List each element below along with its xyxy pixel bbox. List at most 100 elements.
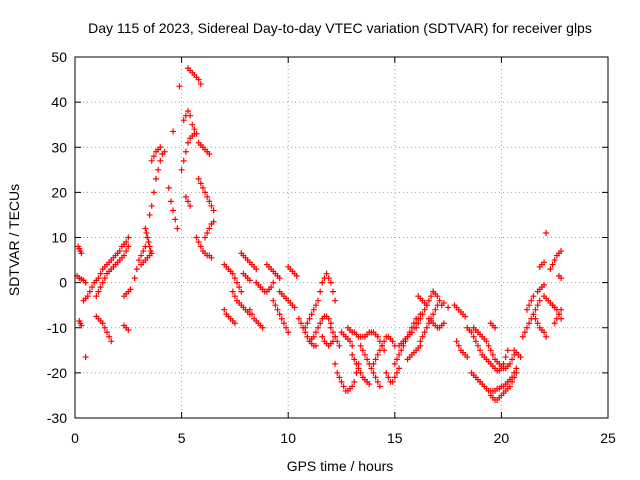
y-tick-label: -10 (47, 320, 67, 336)
series-arc-n (148, 144, 164, 164)
series-arc-ak (302, 270, 339, 331)
data-point (396, 365, 403, 372)
data-point (329, 288, 336, 295)
data-point (193, 234, 200, 241)
series-arc-ag (270, 297, 292, 336)
data-point (140, 248, 147, 255)
data-point (489, 351, 496, 358)
data-point (197, 81, 204, 88)
data-point (558, 248, 565, 255)
series-arc-ao (344, 324, 366, 340)
series-arc-u (195, 139, 213, 158)
data-point (167, 198, 174, 205)
data-point (206, 198, 213, 205)
data-point (349, 342, 356, 349)
data-point (295, 315, 302, 322)
data-point (336, 342, 343, 349)
data-point (148, 202, 155, 209)
data-point (541, 259, 548, 266)
data-point (317, 288, 324, 295)
data-point (101, 324, 108, 331)
data-point (323, 270, 330, 277)
data-point (193, 130, 200, 137)
data-point (101, 275, 108, 282)
series-arc-bx (306, 313, 334, 345)
data-point (509, 356, 516, 363)
series-arc-as (370, 333, 398, 367)
data-point (530, 293, 537, 300)
data-point (353, 360, 360, 367)
series-arc-r (178, 130, 200, 173)
data-point (509, 378, 516, 385)
data-point (202, 189, 209, 196)
data-point (553, 306, 560, 313)
data-point (389, 338, 396, 345)
data-point (361, 351, 368, 358)
data-point (336, 374, 343, 381)
data-point (528, 297, 535, 304)
data-point (325, 315, 332, 322)
data-point (523, 324, 530, 331)
data-point (558, 315, 565, 322)
data-point (202, 234, 209, 241)
data-point (312, 329, 319, 336)
data-point (464, 354, 471, 361)
series-arc-bd (453, 338, 471, 361)
data-point (195, 239, 202, 246)
data-point (332, 333, 339, 340)
x-tick-label: 0 (71, 430, 79, 446)
data-point (359, 347, 366, 354)
data-point (372, 374, 379, 381)
data-point (504, 347, 511, 354)
series-arc-bj (511, 347, 524, 361)
series-arc-t (184, 65, 204, 88)
data-point (370, 369, 377, 376)
data-point (143, 229, 150, 236)
series-arc-ae (253, 279, 277, 295)
series-arc-c (76, 317, 85, 329)
data-point (474, 342, 481, 349)
data-point (99, 279, 106, 286)
data-point (383, 369, 390, 376)
series-arc-aq (357, 342, 383, 390)
data-point (364, 356, 371, 363)
y-tick-label: -20 (47, 365, 67, 381)
data-point (103, 329, 110, 336)
data-point (310, 306, 317, 313)
data-point (417, 315, 424, 322)
data-point (312, 342, 319, 349)
series-arc-bm (534, 281, 548, 295)
series-arc-ab (229, 288, 253, 318)
data-point (506, 360, 513, 367)
data-point (506, 383, 513, 390)
data-point (334, 338, 341, 345)
data-point (347, 338, 354, 345)
series-arc-bw (240, 270, 253, 284)
data-point (210, 218, 217, 225)
data-point (291, 304, 298, 311)
data-point (421, 329, 428, 336)
data-point (310, 333, 317, 340)
series-arc-w (182, 193, 194, 209)
data-point (144, 234, 151, 241)
data-point (423, 324, 430, 331)
plot-frame (74, 56, 609, 419)
series-arc-aw (404, 342, 424, 363)
data-point (270, 297, 277, 304)
data-point (208, 254, 215, 261)
data-point (125, 234, 132, 241)
data-point (148, 157, 155, 164)
data-point (197, 243, 204, 250)
data-point (270, 279, 277, 286)
series-arc-an (332, 360, 362, 394)
data-point (468, 329, 475, 336)
data-point (246, 277, 253, 284)
data-point (547, 266, 554, 273)
data-point (116, 248, 123, 255)
data-point (462, 313, 469, 320)
data-point (238, 288, 245, 295)
data-point (325, 275, 332, 282)
data-point (108, 338, 115, 345)
data-point (372, 356, 379, 363)
